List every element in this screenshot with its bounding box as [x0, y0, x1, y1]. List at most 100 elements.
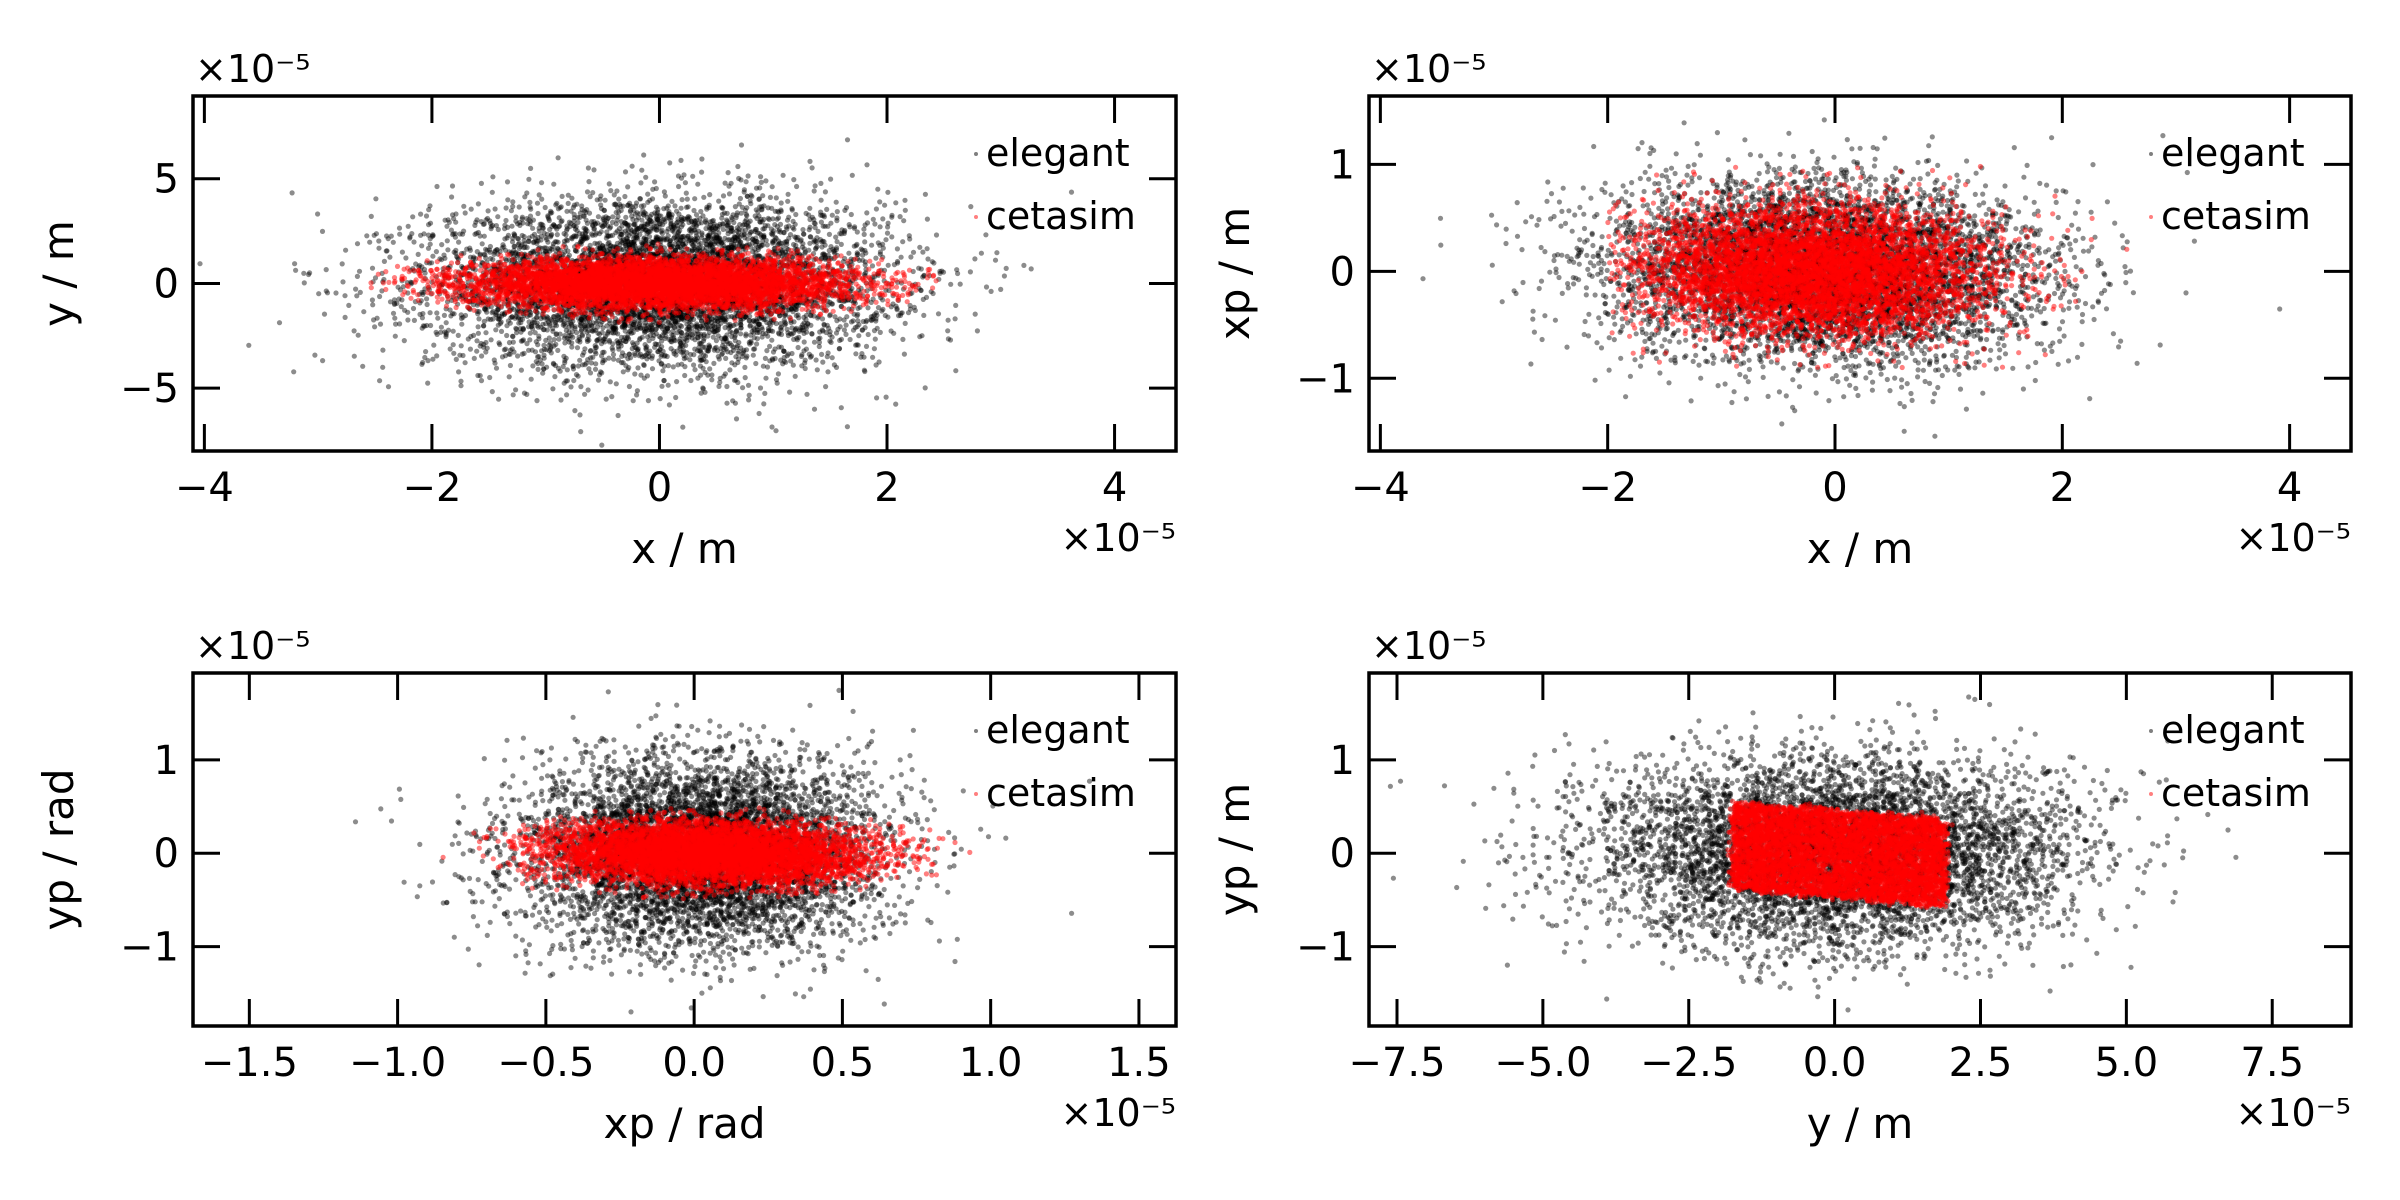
scatter-point	[638, 180, 644, 186]
scatter-point	[691, 362, 697, 368]
scatter-point	[698, 340, 705, 346]
scatter-point	[734, 212, 740, 218]
scatter-point	[510, 339, 516, 345]
scatter-point	[704, 204, 710, 210]
scatter-point	[511, 247, 517, 254]
scatter-point	[807, 354, 814, 360]
scatter-point	[720, 221, 726, 227]
scatter-point	[746, 392, 752, 398]
scatter-point	[441, 252, 447, 258]
scatter-point	[536, 192, 542, 198]
scatter-point	[900, 239, 906, 245]
scatter-point	[862, 239, 868, 245]
scatter-point	[784, 241, 790, 247]
scatter-point	[725, 245, 731, 251]
scatter-point	[483, 330, 489, 336]
scatter-point	[380, 347, 386, 353]
scatter-point	[604, 323, 610, 329]
scatter-point	[488, 316, 494, 323]
scatter-point	[426, 207, 432, 213]
scatter-point	[493, 327, 499, 333]
scatter-point	[687, 226, 693, 232]
scatter-point	[579, 332, 585, 338]
scatter-point	[877, 329, 883, 335]
scatter-point	[852, 224, 858, 230]
scatter-point	[769, 184, 775, 190]
scatter-point	[868, 317, 874, 323]
scatter-point	[698, 318, 705, 324]
scatter-point	[539, 180, 545, 186]
scatter-point	[749, 229, 755, 235]
scatter-point	[647, 197, 653, 203]
scatter-point	[667, 213, 673, 219]
scatter-point	[377, 378, 383, 384]
scatter-point	[246, 342, 252, 348]
scatter-point	[753, 235, 759, 241]
scatter-point	[582, 362, 588, 368]
scatter-point	[580, 234, 587, 240]
scatter-point	[510, 199, 516, 205]
scatter-point	[865, 331, 871, 338]
scatter-point	[678, 205, 684, 211]
scatter-point	[729, 360, 735, 366]
scatter-point	[894, 258, 901, 265]
scatter-point	[705, 372, 711, 378]
scatter-point	[701, 352, 707, 358]
scatter-point	[882, 312, 888, 319]
scatter-point	[877, 249, 884, 255]
scatter-point	[677, 345, 683, 351]
scatter-point	[601, 336, 607, 342]
scatter-point	[739, 353, 745, 360]
scatter-point	[515, 235, 521, 242]
scatter-point	[882, 202, 888, 208]
scatter-point	[746, 397, 752, 403]
scatter-point	[547, 226, 553, 233]
scatter-point	[992, 257, 999, 263]
scatter-point	[376, 238, 382, 244]
scatter-point	[953, 368, 959, 374]
scatter-point	[692, 227, 698, 233]
scatter-point	[610, 352, 617, 358]
scatter-point	[727, 237, 733, 243]
scatter-point	[698, 318, 705, 324]
scatter-point	[373, 196, 379, 202]
scatter-point	[743, 355, 749, 361]
scatter-point	[433, 249, 439, 255]
scatter-point	[648, 221, 654, 227]
scatter-point	[377, 293, 383, 300]
scatter-point	[747, 218, 753, 224]
scatter-point	[743, 179, 749, 185]
scatter-point	[623, 214, 629, 220]
scatter-point	[553, 239, 560, 245]
scatter-point	[584, 189, 591, 195]
scatter-point	[837, 231, 843, 237]
scatter-point	[758, 174, 764, 180]
scatter-point	[769, 356, 776, 362]
scatter-point	[558, 204, 564, 210]
scatter-point	[443, 332, 449, 338]
scatter-point	[893, 401, 899, 407]
scatter-point	[364, 233, 370, 239]
scatter-point	[561, 231, 567, 237]
scatter-point	[877, 224, 883, 230]
scatter-point	[921, 312, 927, 318]
scatter-point	[495, 214, 501, 220]
scatter-point	[609, 219, 616, 225]
scatter-point	[657, 396, 663, 402]
scatter-point	[385, 384, 392, 390]
scatter-point	[731, 219, 737, 226]
scatter-point	[598, 229, 604, 235]
scatter-point	[197, 261, 203, 267]
scatter-point	[920, 296, 926, 302]
scatter-point	[346, 302, 352, 308]
scatter-point	[453, 211, 459, 217]
scatter-point	[807, 158, 813, 164]
scatter-point	[888, 328, 894, 334]
scatter-point	[722, 180, 728, 186]
scatter-point	[396, 296, 402, 302]
scatter-point	[637, 337, 643, 343]
scatter-point	[446, 219, 452, 225]
scatter-point	[507, 362, 513, 369]
scatter-point	[645, 398, 652, 404]
scatter-point	[399, 297, 405, 303]
